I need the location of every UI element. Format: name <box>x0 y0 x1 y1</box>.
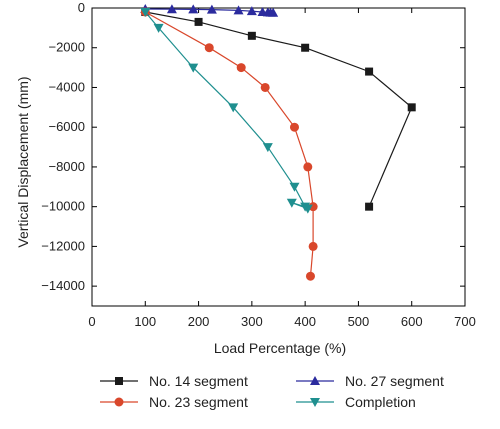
y-tick-label: 0 <box>78 0 85 15</box>
x-tick-label: 300 <box>241 314 263 329</box>
data-point <box>365 67 374 76</box>
data-point <box>233 5 244 15</box>
data-point <box>188 63 199 73</box>
data-point <box>206 4 217 14</box>
x-tick-label: 100 <box>134 314 156 329</box>
y-axis-label: Vertical Displacement (mm) <box>15 76 31 247</box>
data-point <box>262 143 273 153</box>
series-layer <box>140 3 416 281</box>
data-point <box>228 103 239 113</box>
legend-item: No. 14 segment <box>100 373 248 389</box>
legend: No. 14 segment No. 23 segment No. 27 segme… <box>100 373 444 410</box>
plot-frame <box>91 7 466 307</box>
y-tick-label: −10000 <box>41 199 85 214</box>
x-tick-label: 200 <box>188 314 210 329</box>
data-point <box>260 82 270 92</box>
legend-item: No. 23 segment <box>100 394 248 410</box>
data-point <box>246 6 257 16</box>
y-tick-label: −14000 <box>41 278 85 293</box>
legend-label: No. 14 segment <box>149 373 248 389</box>
data-point <box>204 43 214 53</box>
data-point <box>305 271 315 281</box>
data-point <box>289 182 300 192</box>
data-point <box>308 241 318 251</box>
data-point <box>188 4 199 14</box>
data-point <box>308 202 318 212</box>
legend-label: No. 23 segment <box>149 394 248 410</box>
series-no-23-segment <box>140 7 318 281</box>
x-tick-label: 500 <box>348 314 370 329</box>
x-tick-label: 0 <box>88 314 95 329</box>
data-point <box>303 162 313 172</box>
series-line <box>145 11 413 207</box>
legend-marker <box>114 397 124 407</box>
y-tick-label: −12000 <box>41 238 85 253</box>
legend-item: No. 27 segment <box>296 373 444 389</box>
x-tick-label: 700 <box>454 314 476 329</box>
y-tick-label: −6000 <box>48 119 85 134</box>
data-point <box>194 17 203 26</box>
series-line <box>145 11 314 277</box>
data-point <box>289 122 299 132</box>
x-tick-label: 600 <box>401 314 423 329</box>
data-point <box>268 7 279 17</box>
data-point <box>301 43 310 52</box>
series-line <box>144 11 309 210</box>
data-point <box>140 7 151 17</box>
legend-marker <box>310 376 320 385</box>
data-point <box>236 63 246 73</box>
x-tick-label: 400 <box>294 314 316 329</box>
data-point <box>302 204 313 214</box>
data-point <box>365 202 374 211</box>
y-tick-label: −4000 <box>48 79 85 94</box>
x-axis-label: Load Percentage (%) <box>214 340 346 356</box>
data-point <box>247 31 256 40</box>
legend-label: Completion <box>345 394 416 410</box>
y-tick-label: −8000 <box>48 159 85 174</box>
data-point <box>153 23 164 33</box>
legend-label: No. 27 segment <box>345 373 444 389</box>
series-completion <box>140 7 313 214</box>
data-point <box>166 4 177 14</box>
legend-marker <box>310 398 320 407</box>
data-point <box>286 198 297 208</box>
y-tick-label: −2000 <box>48 40 85 55</box>
data-point <box>407 103 416 112</box>
legend-marker <box>115 377 123 385</box>
axes: 0 100 200 300 400 500 600 700 0 −2000 −4000 −6000 −8… <box>41 0 476 329</box>
legend-item: Completion <box>296 394 416 410</box>
series-no-14-segment <box>141 7 416 211</box>
